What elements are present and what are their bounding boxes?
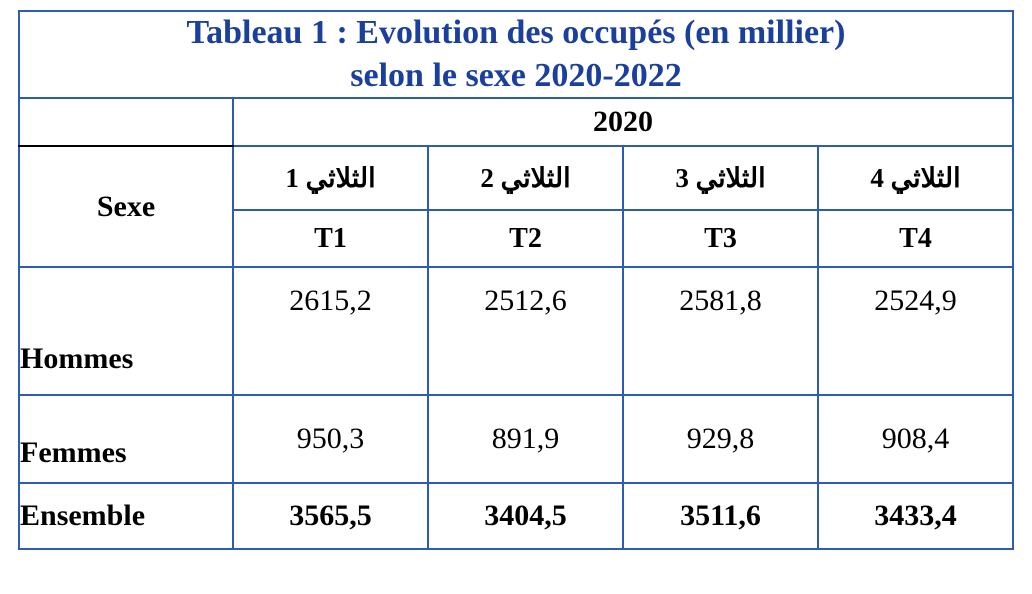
row-femmes: Femmes 950,3 891,9 929,8 908,4 [19,395,1013,483]
cell-hommes-t2: 2512,6 [428,267,623,395]
quarter-latin-3: T3 [623,210,818,267]
quarter-latin-1: T1 [233,210,428,267]
cell-femmes-t2: 891,9 [428,395,623,483]
year-label: 2020 [233,98,1013,146]
cell-ensemble-t1: 3565,5 [233,483,428,549]
row-ensemble: Ensemble 3565,5 3404,5 3511,6 3433,4 [19,483,1013,549]
quarter-arabic-1: الثلاثي 1 [233,146,428,210]
row-hommes: Hommes 2615,2 2512,6 2581,8 2524,9 [19,267,1013,395]
quarter-arabic-4: الثلاثي 4 [818,146,1013,210]
quarter-latin-4: T4 [818,210,1013,267]
cell-ensemble-t4: 3433,4 [818,483,1013,549]
quarter-latin-2: T2 [428,210,623,267]
quarter-arabic-2: الثلاثي 2 [428,146,623,210]
row-header-label: Sexe [19,146,233,267]
cell-hommes-t1: 2615,2 [233,267,428,395]
title-row: Tableau 1 : Evolution des occupés (en mi… [19,11,1013,98]
table-title: Tableau 1 : Evolution des occupés (en mi… [19,11,1013,98]
row-label-ensemble: Ensemble [19,483,233,549]
cell-ensemble-t2: 3404,5 [428,483,623,549]
quarter-arabic-3: الثلاثي 3 [623,146,818,210]
table-title-line1: Tableau 1 : Evolution des occupés (en mi… [187,14,846,51]
quarter-arabic-row: Sexe الثلاثي 1 الثلاثي 2 الثلاثي 3 الثلا… [19,146,1013,210]
table-title-line2: selon le sexe 2020-2022 [350,57,681,94]
cell-hommes-t4: 2524,9 [818,267,1013,395]
cell-hommes-t3: 2581,8 [623,267,818,395]
cell-femmes-t4: 908,4 [818,395,1013,483]
cell-ensemble-t3: 3511,6 [623,483,818,549]
year-row-blank [19,98,233,146]
employment-table: Tableau 1 : Evolution des occupés (en mi… [18,10,1014,550]
row-label-femmes: Femmes [19,395,233,483]
cell-femmes-t3: 929,8 [623,395,818,483]
row-label-hommes: Hommes [19,267,233,395]
cell-femmes-t1: 950,3 [233,395,428,483]
year-row: 2020 [19,98,1013,146]
